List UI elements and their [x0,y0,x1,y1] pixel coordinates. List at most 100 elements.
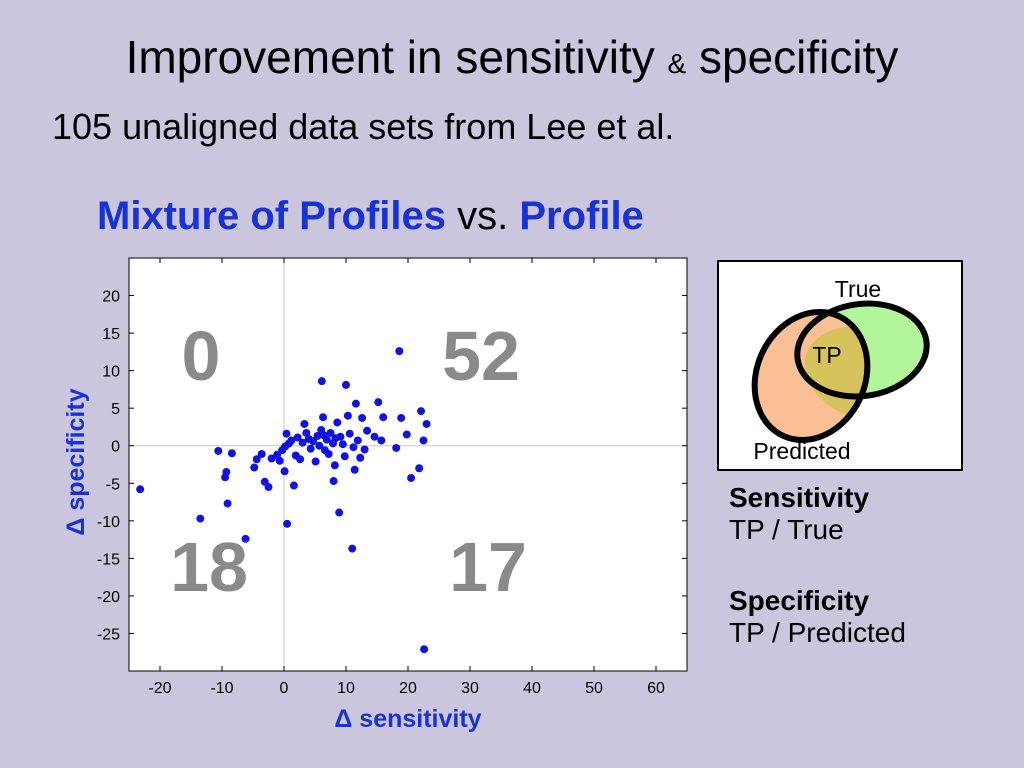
specificity-definition: Specificity TP / Predicted [729,585,906,649]
data-point [345,429,354,438]
data-point [392,443,401,452]
data-point [342,380,350,389]
data-point [250,463,259,472]
x-tick-label: -10 [210,680,233,697]
data-point [420,645,429,654]
y-tick-label: -5 [106,476,120,493]
venn-diagram: True TP Predicted [717,260,963,471]
data-point [338,440,347,449]
data-point [280,467,289,476]
data-point [317,377,326,386]
y-tick-label: 0 [111,439,120,456]
x-tick-label: 20 [399,680,417,697]
data-point [306,444,315,453]
data-point [363,426,372,435]
x-tick-label: 0 [280,680,289,697]
sensitivity-title: Sensitivity [729,482,870,513]
specificity-title: Specificity [729,585,870,616]
data-point [377,436,386,445]
data-point [356,453,365,462]
x-tick-label: -20 [148,680,171,697]
venn-tp-label: TP [812,342,841,368]
x-tick-label: 10 [337,680,355,697]
data-point [324,449,333,458]
data-point [329,477,338,486]
quadrant-count-bottom-right: 17 [449,528,527,606]
data-point [333,418,342,427]
quadrant-count-bottom-left: 18 [170,528,248,606]
data-point [293,433,302,442]
y-tick-label: -20 [97,589,120,606]
quadrant-count-top-right: 52 [442,317,520,395]
data-point [335,508,344,517]
title-end: specificity [699,31,899,83]
data-point [214,446,223,455]
data-point [275,456,284,465]
data-point [379,413,388,422]
data-point [300,419,309,428]
data-point [302,428,311,437]
data-point [319,413,328,422]
y-tick-label: 10 [102,364,120,381]
data-point [397,413,406,422]
data-point [351,399,360,408]
data-point [196,514,205,523]
data-point [395,347,404,356]
specificity-formula: TP / Predicted [729,617,906,648]
data-point [422,419,431,428]
sensitivity-definition: Sensitivity TP / True [729,482,869,546]
data-point [309,437,318,446]
slide-title: Improvement in sensitivity & specificity [0,30,1024,84]
data-point [221,473,230,482]
data-point [348,544,357,553]
data-point [349,443,358,452]
data-point [374,398,383,407]
data-point [417,407,426,416]
y-axis-label: Δ specificity [62,388,90,535]
data-point [313,431,322,440]
data-point [283,519,292,528]
data-point [340,452,349,461]
x-tick-label: 50 [585,680,603,697]
y-tick-label: -10 [97,514,120,531]
data-point [257,449,266,458]
y-tick-label: -15 [97,551,120,568]
venn-svg: True TP Predicted [751,276,930,464]
venn-true-outline [794,300,930,400]
data-point [326,428,335,437]
x-axis-label: Δ sensitivity [334,705,481,733]
data-point [264,483,273,492]
data-point [322,435,331,444]
y-tick-label: 20 [102,289,120,306]
data-point [287,436,296,445]
data-point [289,481,298,490]
data-point [311,457,320,466]
title-ampersand: & [667,48,687,79]
x-tick-label: 40 [523,680,541,697]
data-point [336,432,345,441]
data-point [415,464,424,473]
data-point [370,432,379,441]
chart-heading: Mixture of Profiles vs. Profile [97,194,644,239]
data-point [298,438,307,447]
data-point [402,430,411,439]
data-point [315,441,324,450]
plot-area [128,257,688,672]
venn-tp-region [792,311,868,437]
data-point [252,455,261,464]
data-point [136,485,145,494]
heading-method-b: Profile [519,194,644,238]
heading-method-a: Mixture of Profiles [97,194,446,238]
quadrant-count-top-left: 0 [182,317,221,395]
data-point [407,474,416,483]
data-point [330,461,339,470]
slide-subtitle: 105 unaligned data sets from Lee et al. [52,106,675,147]
venn-predicted-outline [751,308,871,444]
y-tick-label: 5 [111,401,120,418]
data-point [343,411,352,420]
x-tick-label: 30 [461,680,479,697]
title-main: Improvement in sensitivity [125,31,655,83]
data-point [358,413,367,422]
venn-true-label: True [835,276,881,302]
